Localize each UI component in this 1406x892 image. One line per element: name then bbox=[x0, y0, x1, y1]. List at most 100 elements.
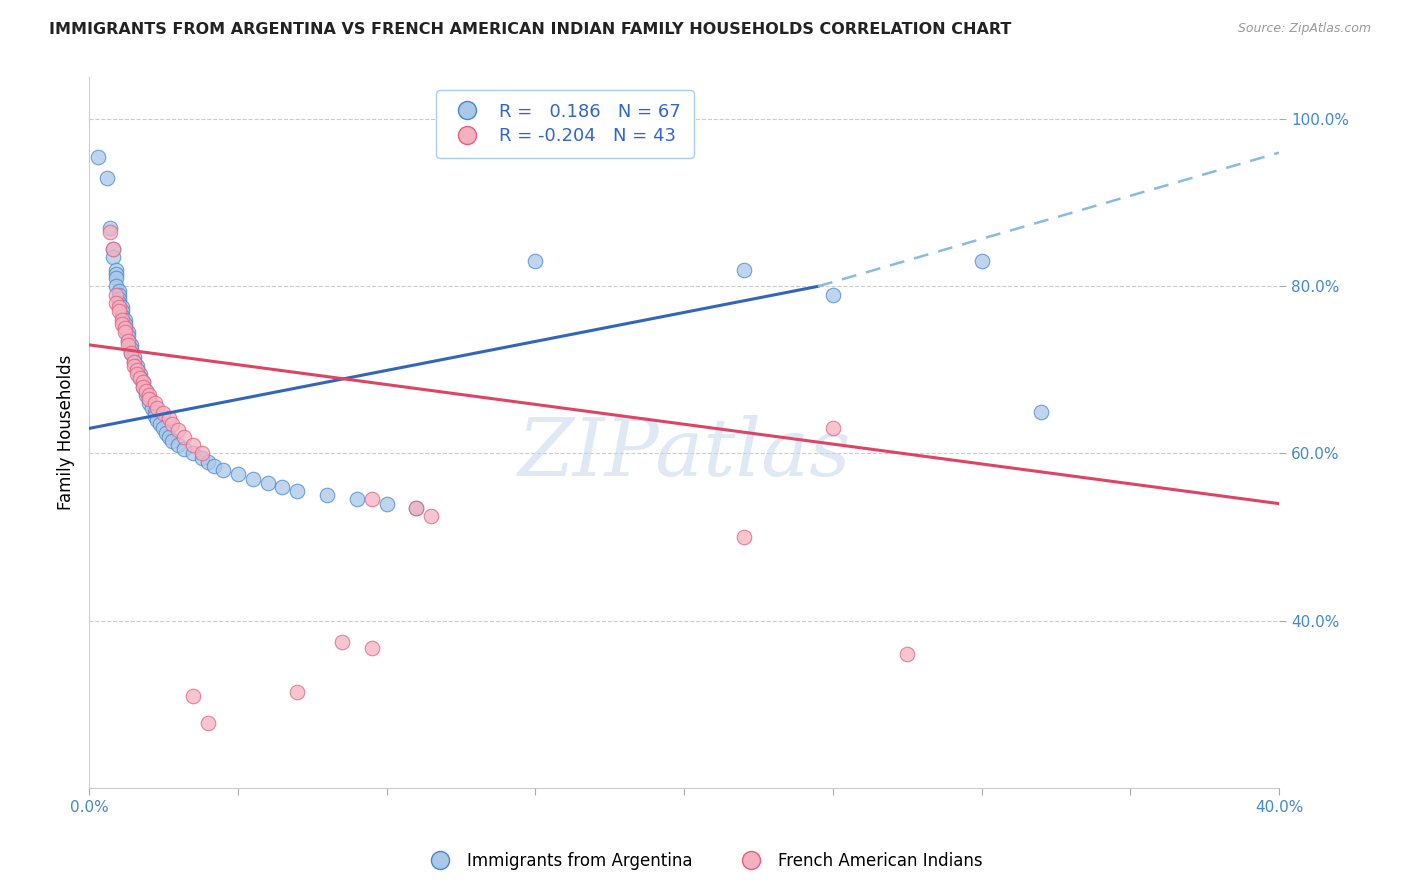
Point bbox=[202, 458, 225, 473]
Point bbox=[114, 313, 136, 327]
Point bbox=[104, 296, 127, 310]
Point bbox=[157, 430, 180, 444]
Point bbox=[152, 406, 174, 420]
Point bbox=[128, 371, 150, 385]
Point bbox=[197, 455, 219, 469]
Point bbox=[120, 338, 142, 352]
Point bbox=[167, 423, 190, 437]
Point bbox=[821, 421, 844, 435]
Point bbox=[141, 401, 163, 415]
Point bbox=[970, 254, 993, 268]
Point bbox=[87, 150, 110, 164]
Point bbox=[120, 342, 142, 356]
Point bbox=[181, 438, 204, 452]
Point bbox=[242, 472, 264, 486]
Point bbox=[271, 480, 294, 494]
Point bbox=[117, 334, 139, 348]
Point bbox=[125, 359, 148, 373]
Point bbox=[114, 321, 136, 335]
Point bbox=[346, 492, 368, 507]
Point bbox=[138, 392, 160, 407]
Point bbox=[108, 296, 131, 310]
Point bbox=[135, 388, 157, 402]
Point bbox=[733, 262, 755, 277]
Point bbox=[104, 262, 127, 277]
Point bbox=[101, 242, 124, 256]
Point bbox=[101, 242, 124, 256]
Point bbox=[146, 413, 169, 427]
Point bbox=[285, 684, 308, 698]
Point bbox=[212, 463, 235, 477]
Point bbox=[114, 317, 136, 331]
Point bbox=[122, 359, 145, 373]
Point bbox=[135, 384, 157, 398]
Point bbox=[316, 488, 339, 502]
Point bbox=[157, 411, 180, 425]
Point bbox=[330, 634, 353, 648]
Point bbox=[285, 484, 308, 499]
Point bbox=[122, 351, 145, 365]
Legend: Immigrants from Argentina, French American Indians: Immigrants from Argentina, French Americ… bbox=[418, 846, 988, 877]
Point bbox=[821, 287, 844, 301]
Text: IMMIGRANTS FROM ARGENTINA VS FRENCH AMERICAN INDIAN FAMILY HOUSEHOLDS CORRELATIO: IMMIGRANTS FROM ARGENTINA VS FRENCH AMER… bbox=[49, 22, 1011, 37]
Point bbox=[96, 170, 118, 185]
Point bbox=[405, 500, 427, 515]
Point bbox=[135, 384, 157, 398]
Point bbox=[108, 284, 131, 298]
Point bbox=[122, 354, 145, 368]
Point bbox=[104, 279, 127, 293]
Point bbox=[143, 405, 166, 419]
Point bbox=[375, 497, 398, 511]
Point bbox=[104, 267, 127, 281]
Point bbox=[117, 326, 139, 340]
Point bbox=[360, 492, 382, 507]
Point bbox=[108, 292, 131, 306]
Point bbox=[114, 326, 136, 340]
Point bbox=[120, 346, 142, 360]
Point bbox=[173, 430, 195, 444]
Point bbox=[138, 388, 160, 402]
Point bbox=[117, 338, 139, 352]
Point bbox=[128, 367, 150, 381]
Point bbox=[111, 313, 134, 327]
Point bbox=[117, 334, 139, 348]
Point bbox=[191, 450, 214, 465]
Point bbox=[138, 396, 160, 410]
Point bbox=[146, 401, 169, 415]
Point bbox=[1029, 405, 1052, 419]
Point bbox=[111, 309, 134, 323]
Point bbox=[131, 379, 153, 393]
Point bbox=[108, 287, 131, 301]
Point bbox=[131, 376, 153, 390]
Point bbox=[111, 300, 134, 314]
Point bbox=[117, 329, 139, 343]
Point bbox=[138, 392, 160, 407]
Point bbox=[896, 647, 918, 661]
Point bbox=[120, 346, 142, 360]
Point bbox=[405, 500, 427, 515]
Point bbox=[122, 354, 145, 368]
Point bbox=[108, 300, 131, 314]
Point bbox=[143, 396, 166, 410]
Point bbox=[181, 446, 204, 460]
Point bbox=[98, 220, 121, 235]
Point bbox=[125, 363, 148, 377]
Point bbox=[226, 467, 249, 482]
Point bbox=[131, 376, 153, 390]
Point bbox=[167, 438, 190, 452]
Point bbox=[360, 641, 382, 656]
Point bbox=[101, 250, 124, 264]
Point bbox=[173, 442, 195, 457]
Point bbox=[111, 304, 134, 318]
Point bbox=[128, 371, 150, 385]
Point bbox=[149, 417, 172, 432]
Point bbox=[131, 379, 153, 393]
Point bbox=[104, 271, 127, 285]
Point bbox=[181, 689, 204, 703]
Point bbox=[420, 509, 443, 524]
Text: Source: ZipAtlas.com: Source: ZipAtlas.com bbox=[1237, 22, 1371, 36]
Point bbox=[108, 304, 131, 318]
Point bbox=[524, 254, 547, 268]
Legend: R =   0.186   N = 67, R = -0.204   N = 43: R = 0.186 N = 67, R = -0.204 N = 43 bbox=[436, 90, 693, 158]
Point bbox=[197, 715, 219, 730]
